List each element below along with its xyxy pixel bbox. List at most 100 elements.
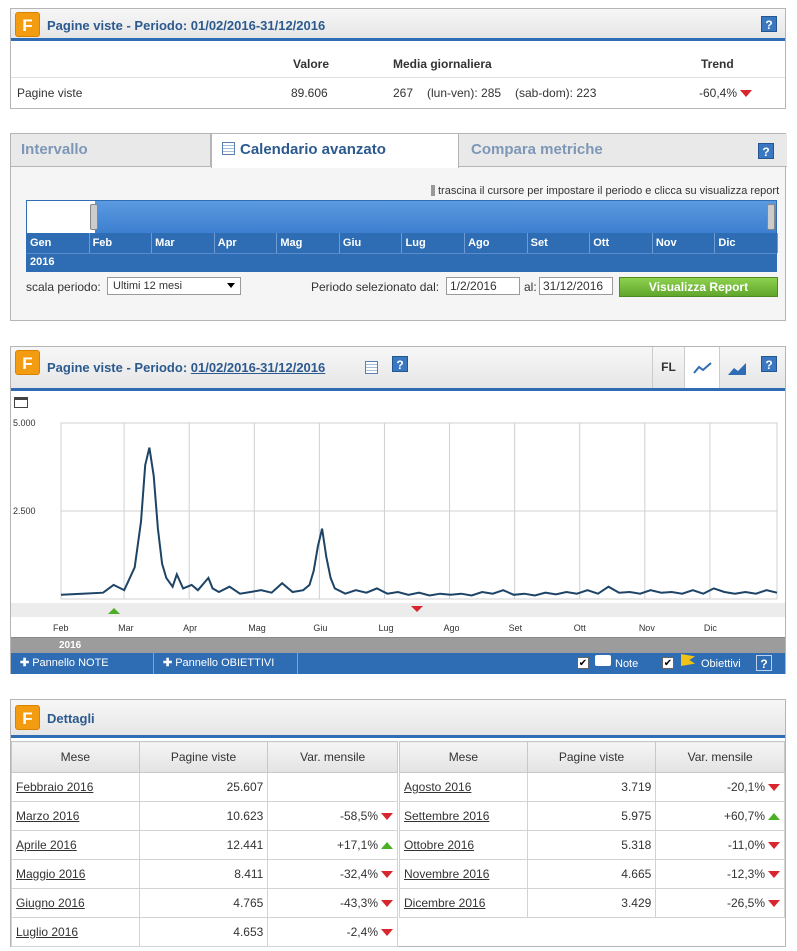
variation-cell: +17,1%	[267, 830, 398, 860]
slider-month: Gen	[27, 233, 90, 253]
trend-down-icon	[381, 871, 393, 879]
window-icon[interactable]	[14, 397, 28, 408]
date-from-input[interactable]: 1/2/2016	[446, 277, 520, 295]
table-row: Marzo 2016 10.623 -58,5%	[11, 801, 398, 831]
pageviews-cell: 4.665	[526, 859, 657, 889]
note-check-label: Note	[615, 658, 639, 670]
trend-down-icon	[768, 784, 780, 792]
month-link[interactable]: Settembre 2016	[399, 801, 528, 831]
area-chart-button[interactable]	[720, 347, 754, 388]
details-title: Dettagli	[47, 711, 95, 726]
header-valore: Valore	[293, 57, 330, 71]
month-link[interactable]: Febbraio 2016	[11, 772, 140, 802]
help-icon[interactable]: ?	[756, 655, 772, 671]
calendar-icon	[222, 142, 235, 155]
header-media: Media giornaliera	[393, 57, 492, 71]
marker-band	[11, 603, 785, 617]
month-link[interactable]: Agosto 2016	[399, 772, 528, 802]
note-checkbox[interactable]: ✔	[577, 657, 589, 669]
table-row: Novembre 2016 4.665 -12,3%	[399, 859, 785, 889]
slider-month: Mar	[152, 233, 215, 253]
variation-cell: -2,4%	[267, 917, 398, 947]
month-link[interactable]: Maggio 2016	[11, 859, 140, 889]
slider-handle-left[interactable]	[90, 204, 98, 230]
variation-value: -26,5%	[726, 896, 765, 910]
month-link[interactable]: Marzo 2016	[11, 801, 140, 831]
tab-intervallo[interactable]: Intervallo	[11, 134, 211, 167]
table-row: Ottobre 2016 5.318 -11,0%	[399, 830, 785, 860]
help-icon[interactable]: ?	[761, 16, 777, 32]
variation-value: -2,4%	[346, 925, 378, 939]
scale-select[interactable]: Ultimi 12 mesi	[107, 277, 241, 295]
variation-value: +17,1%	[336, 838, 378, 852]
note-icon	[595, 655, 611, 666]
month-link[interactable]: Novembre 2016	[399, 859, 528, 889]
details-header-cell: Pagine viste	[138, 741, 269, 773]
note-panel-button[interactable]: ✚ Pannello NOTE	[11, 653, 154, 674]
variation-value: -11,0%	[727, 838, 765, 852]
tab-compara-metriche[interactable]: Compara metriche	[471, 141, 603, 158]
variation-cell: -26,5%	[655, 888, 785, 918]
month-link[interactable]: Ottobre 2016	[399, 830, 528, 860]
slider-month: Lug	[403, 233, 466, 253]
chart-panel: F Pagine viste - Periodo: 01/02/2016-31/…	[10, 346, 786, 674]
variation-cell: -43,3%	[267, 888, 398, 918]
slider-year: 2016	[30, 256, 55, 268]
variation-value: -12,3%	[726, 867, 765, 881]
slider-month: Set	[528, 233, 591, 253]
fl-button[interactable]: FL	[652, 347, 684, 388]
visualizza-report-button[interactable]: Visualizza Report	[619, 277, 778, 297]
to-label: al:	[524, 280, 537, 294]
pageviews-cell: 3.719	[526, 772, 657, 802]
trend-down-icon	[381, 813, 393, 821]
series-line	[60, 447, 778, 597]
trend-down-icon	[768, 900, 780, 908]
calendar-icon[interactable]	[365, 361, 378, 374]
month-link[interactable]: Luglio 2016	[11, 917, 140, 947]
chart-header: F Pagine viste - Periodo: 01/02/2016-31/…	[11, 347, 785, 391]
year-bar: 2016	[11, 637, 785, 653]
variation-value: -43,3%	[339, 896, 378, 910]
obiettivi-panel-button[interactable]: ✚ Pannello OBIETTIVI	[154, 653, 298, 674]
chevron-down-icon	[227, 283, 235, 288]
details-header-cell: Mese	[399, 741, 528, 773]
trend-down-icon	[381, 900, 393, 908]
slider-month: Giu	[340, 233, 403, 253]
slider-hint: trascina il cursore per impostare il per…	[431, 185, 779, 197]
chart-period-link[interactable]: 01/02/2016-31/12/2016	[190, 360, 326, 375]
help-icon[interactable]: ?	[392, 356, 408, 372]
row-lunven: (lun-ven): 285	[427, 86, 502, 100]
variation-value: -58,5%	[339, 809, 378, 823]
tab-calendario-avanzato[interactable]: Calendario avanzato	[211, 134, 459, 168]
slider-handle-right[interactable]	[767, 204, 775, 230]
goal-marker-down	[411, 606, 423, 612]
details-header-cell: Var. mensile	[267, 741, 398, 773]
month-link[interactable]: Aprile 2016	[11, 830, 140, 860]
details-header: F Dettagli	[11, 700, 785, 738]
table-row: Dicembre 2016 3.429 -26,5%	[399, 888, 785, 918]
table-row: Giugno 2016 4.765 -43,3%	[11, 888, 398, 918]
help-icon[interactable]: ?	[761, 356, 777, 372]
month-link[interactable]: Giugno 2016	[11, 888, 140, 918]
x-tick-label: Giu	[313, 623, 327, 633]
line-chart: 5.000 2.500 Feb Mar Apr Mag Giu Lug Ago Set Ott Nov…	[11, 418, 785, 633]
drag-handle-icon	[431, 185, 435, 196]
x-tick-label: Apr	[183, 623, 197, 633]
variation-value: +60,7%	[723, 809, 765, 823]
f-logo-icon: F	[15, 350, 40, 375]
slider-month: Ago	[465, 233, 528, 253]
help-icon[interactable]: ?	[758, 143, 774, 159]
range-slider[interactable]: Gen Feb Mar Apr Mag Giu Lug Ago Set Ott Nov Dic 201…	[26, 200, 778, 272]
goal-marker-up	[108, 608, 120, 614]
variation-cell	[267, 772, 398, 802]
obiettivi-check-label: Obiettivi	[701, 658, 741, 670]
month-link[interactable]: Dicembre 2016	[399, 888, 528, 918]
summary-panel: F Pagine viste - Periodo: 01/02/2016-31/…	[10, 8, 786, 109]
row-label: Pagine viste	[17, 86, 83, 100]
table-row: Settembre 2016 5.975 +60,7%	[399, 801, 785, 831]
pageviews-cell: 25.607	[138, 772, 269, 802]
line-chart-button[interactable]	[684, 347, 720, 388]
obiettivi-checkbox[interactable]: ✔	[662, 657, 674, 669]
x-tick-label: Feb	[53, 623, 69, 633]
date-to-input[interactable]: 31/12/2016	[539, 277, 613, 295]
